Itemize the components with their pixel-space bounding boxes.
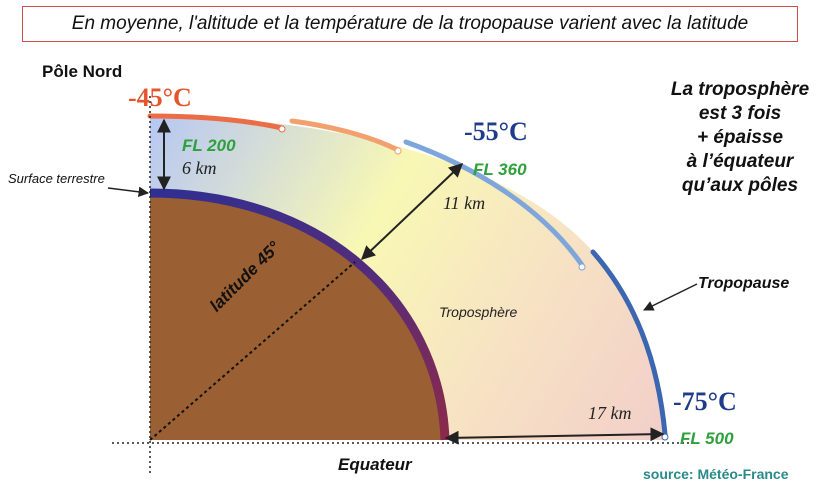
surface-label: Surface terrestre xyxy=(8,171,105,186)
flight-level-mid: FL 360 xyxy=(473,160,527,179)
tropopause-label: Tropopause xyxy=(698,275,790,292)
troposphere-label: Troposphère xyxy=(439,304,518,320)
tropopause-segment-1 xyxy=(147,113,285,131)
source-credit: source: Météo-France xyxy=(643,466,789,482)
tropopause-node-2 xyxy=(394,147,402,155)
thickness-equator-label: 17 km xyxy=(588,403,632,423)
thickness-pole-label: 6 km xyxy=(182,158,217,178)
title-box: En moyenne, l'altitude et la température… xyxy=(22,6,798,42)
temperature-pole: -45°C xyxy=(128,83,192,112)
tropopause-pointer-arrow xyxy=(643,283,698,311)
thickness-mid-label: 11 km xyxy=(443,193,486,213)
note-line-5: qu’aux pôles xyxy=(681,175,799,196)
temperature-mid: -55°C xyxy=(464,117,528,146)
earth-quarter xyxy=(150,193,445,440)
note-line-3: + épaisse xyxy=(696,127,784,148)
equator-label: Equateur xyxy=(338,455,412,474)
temperature-equator: -75°C xyxy=(673,387,737,416)
surface-pointer-arrow xyxy=(107,186,150,198)
thickness-arrow-equator xyxy=(444,427,665,445)
tropopause-node-3 xyxy=(578,263,586,271)
page-title: En moyenne, l'altitude et la température… xyxy=(71,13,749,34)
tropopause-segment-2 xyxy=(289,118,401,153)
note-line-4: à l’équateur xyxy=(686,151,794,172)
tropopause-segment-3 xyxy=(403,139,585,268)
flight-level-equator: FL 500 xyxy=(680,429,734,448)
thickness-note: La troposphère est 3 fois + épaisse à l’… xyxy=(650,78,830,198)
pole-nord-label: Pôle Nord xyxy=(42,62,123,81)
tropopause-segment-4 xyxy=(590,249,668,437)
surface-band xyxy=(149,188,450,441)
tropopause-node-1 xyxy=(278,125,286,133)
thickness-arrow-mid xyxy=(360,163,464,260)
flight-level-pole: FL 200 xyxy=(182,136,236,155)
note-line-1: La troposphère xyxy=(670,79,810,100)
note-line-2: est 3 fois xyxy=(698,103,782,124)
